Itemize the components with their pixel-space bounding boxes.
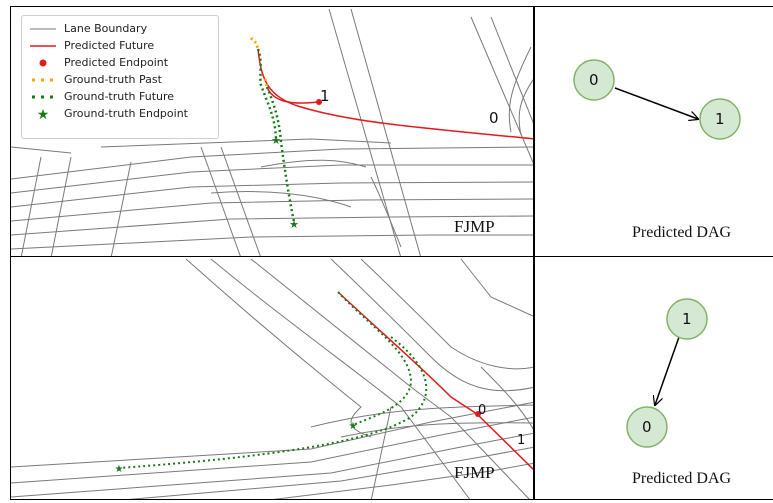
lane-boundary <box>310 404 533 428</box>
agent-label-0-bottom: 0 <box>478 403 487 418</box>
legend-item-predicted-future: Predicted Future <box>28 37 212 54</box>
dag-node-label-1: 1 <box>682 310 692 328</box>
gt-endpoint-agent-0: ★ <box>271 135 281 147</box>
lane-boundary <box>11 146 72 154</box>
lane-boundary <box>11 181 533 208</box>
lane-boundary <box>210 258 471 499</box>
dag-caption-top: Predicted DAG <box>632 224 732 241</box>
dag-panel-bottom: 1 0 Predicted DAG <box>534 256 773 500</box>
lane-boundary <box>11 215 533 236</box>
lane-boundary <box>11 401 533 468</box>
gt-endpoint-swatch: ★ <box>28 107 58 121</box>
lane-boundary <box>360 258 533 370</box>
predicted-future-agent-0 <box>257 48 533 140</box>
lane-boundary <box>490 16 533 124</box>
dag-node-label-0: 0 <box>642 418 652 436</box>
legend-item-lane-boundary: Lane Boundary <box>28 20 212 37</box>
lane-boundary <box>250 258 530 499</box>
lane-boundary <box>273 462 533 499</box>
lane-boundary <box>460 258 533 317</box>
scene-panel-top: ★ ★ 1 0 Lane Boundary Predicted Future P… <box>10 6 534 257</box>
method-label-bottom: FJMP <box>454 463 495 482</box>
dag-edge-1-to-0 <box>655 336 680 405</box>
lane-boundary <box>128 446 533 499</box>
lane-boundary <box>210 191 352 208</box>
gt-past-agent-0 <box>249 36 260 50</box>
lane-boundary <box>370 176 402 248</box>
lane-boundary <box>11 164 533 194</box>
dag-node-0 <box>573 59 615 101</box>
lane-boundary <box>518 79 533 136</box>
legend-item-gt-past: Ground-truth Past <box>28 71 212 88</box>
lane-boundary <box>470 16 533 164</box>
gt-past-swatch <box>28 73 58 87</box>
gt-past-agent-1 <box>263 78 269 88</box>
predicted-future-agent-1 <box>266 86 319 104</box>
dag-caption-bottom: Predicted DAG <box>632 470 732 487</box>
scene-panel-bottom: ★ ★ 0 1 FJMP <box>10 256 534 500</box>
lane-boundaries-bottom <box>11 258 533 499</box>
dag-top-canvas <box>573 59 741 140</box>
lane-boundary <box>350 8 421 256</box>
gt-future-agent-1 <box>118 336 428 469</box>
lane-boundary <box>11 146 533 180</box>
lane-boundary <box>110 161 132 256</box>
lane-boundary-swatch <box>28 22 58 36</box>
lane-boundary <box>480 366 533 430</box>
legend-item-predicted-endpoint: Predicted Endpoint <box>28 54 212 71</box>
scene-bottom-canvas: ★ ★ <box>11 258 533 499</box>
gt-future-agent-1 <box>265 86 296 223</box>
gt-endpoint-agent-1: ★ <box>115 464 124 475</box>
dag-node-label-1: 1 <box>715 110 725 128</box>
lane-boundary <box>20 156 42 256</box>
lane-boundary <box>50 156 72 256</box>
lane-boundaries-top <box>11 8 533 256</box>
agent-label-1-bottom: 1 <box>517 433 526 448</box>
legend-item-gt-endpoint: ★ Ground-truth Endpoint <box>28 105 212 122</box>
lane-boundary <box>330 258 533 392</box>
gt-future-swatch <box>28 90 58 104</box>
lane-boundary <box>11 416 533 484</box>
lane-boundary <box>340 422 533 438</box>
lane-boundary <box>260 159 367 168</box>
predicted-endpoint-agent-1 <box>316 99 322 105</box>
dag-node-1 <box>666 298 708 340</box>
gt-future-agent-0 <box>256 48 278 140</box>
predicted-endpoint-swatch <box>28 56 58 70</box>
legend: Lane Boundary Predicted Future Predicted… <box>21 15 219 139</box>
dag-edge-0-to-1 <box>614 87 698 119</box>
lane-boundary <box>220 146 261 256</box>
agent-label-0: 0 <box>489 109 499 127</box>
dag-bottom-canvas <box>626 298 708 448</box>
scene-top-canvas: ★ ★ <box>11 8 533 256</box>
lane-boundary <box>11 432 533 498</box>
lane-boundary <box>508 46 532 133</box>
dag-node-0 <box>626 406 668 448</box>
svg-text:★: ★ <box>37 107 50 121</box>
dag-panel-top: 0 1 Predicted DAG <box>534 6 773 257</box>
method-label-top: FJMP <box>454 217 495 236</box>
predicted-future-agent-1 <box>476 413 533 471</box>
lane-boundary <box>370 406 392 499</box>
lane-boundary <box>200 146 241 256</box>
agent-label-1: 1 <box>320 87 330 105</box>
legend-item-gt-future: Ground-truth Future <box>28 88 212 105</box>
lane-boundary <box>11 198 533 222</box>
predicted-future-swatch <box>28 39 58 53</box>
gt-endpoint-agent-0: ★ <box>349 421 358 432</box>
lane-boundary <box>11 234 533 250</box>
gt-future-agent-0 <box>337 291 413 426</box>
lane-boundary <box>185 258 372 438</box>
predicted-future-agent-0 <box>337 291 478 415</box>
lane-boundary <box>100 138 392 148</box>
gt-endpoint-agent-1: ★ <box>289 219 299 231</box>
dag-node-1 <box>699 98 741 140</box>
dag-node-label-0: 0 <box>589 71 599 89</box>
